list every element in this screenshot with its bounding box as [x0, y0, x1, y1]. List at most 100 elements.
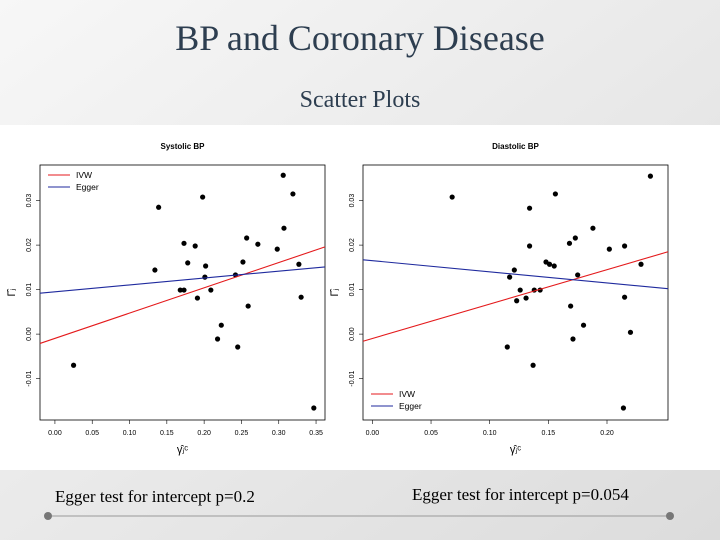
point — [517, 287, 523, 293]
point — [214, 336, 221, 342]
point — [552, 191, 558, 197]
plot-frame — [362, 164, 669, 421]
point — [152, 267, 158, 273]
point — [511, 267, 517, 273]
point — [575, 272, 581, 278]
decoration — [44, 512, 674, 520]
chart-title: Systolic BP — [160, 142, 205, 151]
point — [620, 405, 627, 411]
x-axis-label: γ̂ⱼᶜ — [510, 444, 521, 456]
x-tick-label: 0.00 — [366, 430, 380, 437]
legend-label: Egger — [76, 182, 99, 192]
legend-label: IVW — [399, 389, 415, 399]
point — [514, 298, 520, 304]
point — [530, 362, 536, 368]
slide-subtitle: Scatter Plots — [300, 87, 421, 113]
point — [311, 405, 317, 411]
point — [647, 173, 654, 179]
point — [298, 294, 304, 300]
point — [504, 344, 510, 350]
point — [218, 322, 224, 328]
point — [580, 322, 587, 328]
point — [290, 191, 296, 197]
point — [523, 295, 529, 301]
point — [177, 287, 183, 293]
x-tick-label: 0.30 — [272, 430, 286, 437]
point — [244, 235, 250, 241]
point — [296, 261, 302, 267]
point — [274, 246, 280, 252]
y-axis-label: Γ̂ⱼ — [6, 288, 18, 296]
point — [240, 259, 246, 265]
y-tick-label: 0.00 — [349, 327, 356, 341]
point — [507, 274, 513, 280]
point — [280, 172, 286, 178]
point — [235, 344, 241, 350]
x-tick-label: 0.35 — [309, 430, 323, 437]
fit-line — [362, 259, 669, 290]
plot-panel — [0, 125, 720, 470]
chart: Systolic BP 0.00 0.05 0.10 0.15 0.20 0.25 0.30 0… — [6, 142, 326, 456]
slide-title: BP and Coronary Disease — [175, 18, 545, 58]
y-tick-label: -0.01 — [349, 371, 356, 387]
y-tick-label: 0.02 — [26, 238, 33, 252]
point — [570, 336, 576, 342]
point — [572, 235, 578, 241]
point — [621, 243, 628, 249]
caption: Egger test for intercept p=0.054 — [412, 485, 629, 504]
x-tick-label: 0.20 — [600, 430, 614, 437]
point — [449, 194, 455, 200]
y-tick-label: 0.01 — [349, 283, 356, 297]
y-tick-label: 0.03 — [349, 194, 356, 208]
x-axis-label: γ̂ⱼᶜ — [177, 444, 188, 456]
point — [627, 329, 634, 335]
y-tick-label: -0.01 — [26, 371, 33, 387]
point — [566, 240, 573, 246]
point — [185, 260, 191, 266]
x-tick-label: 0.05 — [85, 430, 99, 437]
y-axis-label: Γ̂ⱼ — [329, 288, 341, 296]
chart: Diastolic BP 0.00 0.05 0.10 0.15 0.20 -0.01 0.0… — [329, 142, 669, 456]
point — [203, 263, 209, 269]
legend-label: IVW — [76, 170, 92, 180]
point — [638, 261, 644, 267]
x-tick-label: 0.10 — [123, 430, 137, 437]
point — [590, 225, 596, 231]
point — [568, 303, 574, 309]
point — [200, 194, 206, 200]
x-tick-label: 0.15 — [160, 430, 174, 437]
point — [551, 263, 557, 269]
y-tick-label: 0.02 — [349, 238, 356, 252]
x-tick-label: 0.25 — [235, 430, 249, 437]
legend-label: Egger — [399, 401, 422, 411]
point — [526, 243, 533, 249]
point — [202, 274, 208, 280]
point — [606, 246, 612, 252]
point — [621, 294, 628, 300]
point — [526, 205, 533, 211]
fit-line — [362, 251, 669, 342]
chart-title: Diastolic BP — [492, 142, 539, 151]
x-tick-label: 0.10 — [483, 430, 497, 437]
point — [194, 295, 201, 301]
point — [546, 261, 553, 267]
x-tick-label: 0.05 — [424, 430, 438, 437]
x-tick-label: 0.15 — [542, 430, 556, 437]
point — [245, 303, 251, 309]
point — [181, 240, 187, 246]
point — [281, 225, 287, 231]
x-tick-label: 0.20 — [197, 430, 211, 437]
fit-line — [39, 246, 326, 344]
point — [208, 287, 214, 293]
point — [255, 241, 261, 247]
point — [156, 204, 162, 210]
point — [181, 287, 187, 293]
point — [70, 362, 77, 368]
plot-frame — [39, 164, 326, 421]
point — [192, 243, 198, 249]
caption: Egger test for intercept p=0.2 — [55, 487, 255, 506]
y-tick-label: 0.00 — [26, 327, 33, 341]
y-tick-label: 0.03 — [26, 194, 33, 208]
fit-line — [39, 266, 326, 294]
